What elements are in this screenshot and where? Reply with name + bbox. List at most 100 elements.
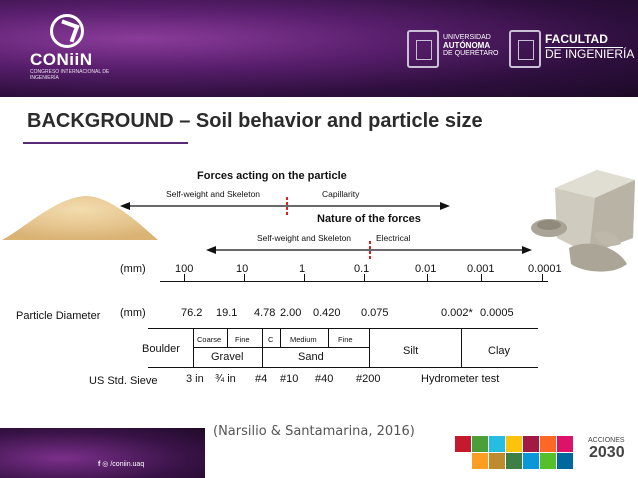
classification-divider [280, 328, 281, 347]
scale-axis [160, 281, 548, 282]
forces-left-label: Self-weight and Skeleton [166, 189, 261, 199]
page-title: BACKGROUND – Soil behavior and particle … [27, 110, 483, 132]
faculty-line-2: DE INGENIERÍA [545, 47, 635, 61]
scale-tick [184, 274, 185, 282]
facebook-icon: f [98, 461, 101, 468]
diameter-value: 0.075 [361, 307, 389, 319]
coniin-logo-subtitle: CONGRESO INTERNACIONAL DE INGENIERÍA [30, 69, 110, 81]
particle-diameter-unit: (mm) [120, 307, 146, 319]
forces-heading: Forces acting on the particle [197, 170, 347, 182]
scale-unit: (mm) [120, 263, 146, 275]
scale-tick-label: 100 [175, 263, 194, 275]
sieve-value: #10 [280, 373, 299, 385]
scale-tick-label: 0.001 [467, 263, 495, 275]
sand-fine-label: Fine [338, 335, 353, 344]
sdg-icon [540, 436, 556, 452]
scale-tick [427, 274, 428, 282]
classification-divider [369, 328, 370, 367]
nature-left-label: Self-weight and Skeleton [257, 233, 352, 243]
social-handle-text: /coniin.uaq [110, 461, 145, 468]
scale-tick [364, 274, 365, 282]
particle-diameter-label: Particle Diameter [16, 310, 101, 322]
diameter-value: 0.0005 [480, 307, 514, 319]
classification-divider [328, 328, 329, 347]
sand-pile-image [2, 196, 158, 240]
classification-mid-rule [193, 347, 369, 348]
coniin-logo-icon [50, 14, 84, 48]
year-label: 2030 [589, 444, 625, 461]
sdg-icon [557, 436, 573, 452]
sand-coarse-label: C [268, 335, 274, 344]
sdg-icon [489, 436, 505, 452]
university-name: UNIVERSIDAD AUTÓNOMA DE QUERÉTARO [443, 34, 503, 58]
citation: (Narsilio & Santamarina, 2016) [213, 424, 415, 439]
classification-divider [193, 328, 194, 367]
classification-divider [262, 328, 263, 367]
sdg-icon [523, 436, 539, 452]
gravel-label: Gravel [211, 351, 244, 363]
clay-label: Clay [488, 345, 511, 357]
sieve-value: #200 [356, 373, 381, 385]
nature-right-label: Electrical [376, 233, 411, 243]
sdg-icon [489, 453, 505, 469]
classification-divider [227, 328, 228, 347]
scale-tick-label: 10 [236, 263, 249, 275]
classification-divider [461, 328, 462, 367]
sieve-value: ¾ in [215, 373, 236, 385]
silt-label: Silt [403, 345, 419, 357]
university-line-3: DE QUERÉTARO [443, 50, 499, 57]
sdg-icon [557, 453, 573, 469]
faculty-divider [545, 47, 623, 48]
diameter-value: 2.00 [280, 307, 302, 319]
sdg-icon [472, 436, 488, 452]
social-handle: f ◎ /coniin.uaq [98, 460, 144, 468]
diameter-value: 4.78 [254, 307, 276, 319]
sand-label: Sand [298, 351, 324, 363]
sieve-label: US Std. Sieve [89, 375, 158, 387]
diameter-value: 19.1 [216, 307, 238, 319]
instagram-icon: ◎ [102, 461, 109, 468]
title-underline [23, 142, 188, 144]
sieve-value: #40 [315, 373, 334, 385]
sieve-value: 3 in [186, 373, 204, 385]
scale-tick-label: 0.1 [354, 263, 370, 275]
diameter-value: 76.2 [181, 307, 203, 319]
hydrometer-label: Hydrometer test [421, 373, 500, 385]
gravel-coarse-label: Coarse [197, 335, 222, 344]
sdg-icon [472, 453, 488, 469]
forces-right-label: Capillarity [322, 189, 360, 199]
classification-top-rule [148, 328, 538, 329]
faculty-name: FACULTAD DE INGENIERÍA [545, 33, 638, 61]
scale-tick-label: 0.0001 [528, 263, 562, 275]
forces-arrow [120, 197, 450, 215]
coniin-logo-text: CONiiN [30, 50, 93, 69]
sdg-icons-grid [455, 436, 573, 469]
scale-tick [244, 274, 245, 282]
scale-tick-label: 1 [299, 263, 306, 275]
faculty-seal-icon [509, 30, 541, 68]
sdg-icon [523, 453, 539, 469]
boulder-label: Boulder [142, 343, 180, 355]
sdg-icon [455, 436, 471, 452]
diameter-value: 0.002* [441, 307, 473, 319]
gravel-fine-label: Fine [235, 335, 250, 344]
university-line-2: AUTÓNOMA [443, 41, 491, 50]
diameter-value: 0.420 [313, 307, 341, 319]
university-line-1: UNIVERSIDAD [443, 34, 491, 41]
sieve-value: #4 [255, 373, 268, 385]
sand-medium-label: Medium [290, 335, 317, 344]
sdg-icon [540, 453, 556, 469]
nature-arrow [206, 241, 532, 259]
scale-tick [542, 274, 543, 282]
footer-banner [0, 428, 205, 478]
scale-tick-label: 0.01 [415, 263, 437, 275]
scale-tick [304, 274, 305, 282]
sdg-icon [506, 453, 522, 469]
nature-heading: Nature of the forces [317, 213, 421, 225]
scale-tick [481, 274, 482, 282]
sdg-icon [506, 436, 522, 452]
acciones-label: ACCIONES [588, 437, 625, 444]
clay-block-image [531, 170, 635, 272]
header-banner [0, 0, 638, 97]
classification-bottom-rule [148, 367, 538, 368]
